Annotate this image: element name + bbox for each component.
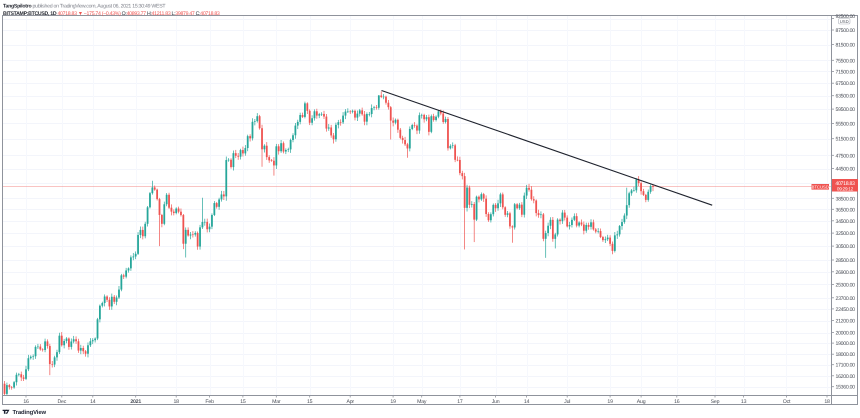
svg-text:19: 19	[390, 399, 396, 405]
svg-text:18: 18	[824, 399, 830, 405]
svg-text:16: 16	[674, 399, 680, 405]
svg-text:Apr: Apr	[346, 399, 354, 405]
svg-text:BITSTAMP:BTCUSD, 1D 40718.83 ▼: BITSTAMP:BTCUSD, 1D 40718.83 ▼ −175.74 (…	[3, 11, 220, 17]
svg-text:63500.00: 63500.00	[836, 94, 856, 100]
svg-text:09:29:12: 09:29:12	[837, 187, 854, 192]
svg-text:21200.00: 21200.00	[836, 319, 856, 325]
svg-text:Jun: Jun	[492, 399, 500, 405]
svg-text:13: 13	[741, 399, 747, 405]
svg-text:71500.00: 71500.00	[836, 69, 856, 75]
svg-text:59500.00: 59500.00	[836, 107, 856, 113]
svg-text:23700.00: 23700.00	[836, 296, 856, 302]
svg-text:USD: USD	[840, 19, 849, 24]
svg-text:Oct: Oct	[783, 399, 791, 405]
svg-text:Sep: Sep	[711, 399, 720, 405]
svg-text:51500.00: 51500.00	[836, 137, 856, 143]
svg-text:75500.00: 75500.00	[836, 58, 856, 64]
svg-text:16200.00: 16200.00	[836, 374, 856, 380]
svg-text:15: 15	[307, 399, 313, 405]
svg-text:16: 16	[23, 399, 29, 405]
svg-text:67500.00: 67500.00	[836, 81, 856, 87]
svg-text:36500.00: 36500.00	[836, 207, 856, 213]
svg-text:18000.00: 18000.00	[836, 352, 856, 358]
svg-text:22450.00: 22450.00	[836, 307, 856, 313]
svg-text:19000.00: 19000.00	[836, 341, 856, 347]
svg-text:34500.00: 34500.00	[836, 219, 856, 225]
svg-text:Mar: Mar	[272, 399, 281, 405]
svg-text:Feb: Feb	[205, 399, 214, 405]
svg-text:26900.00: 26900.00	[836, 270, 856, 276]
svg-text:40718.83: 40718.83	[835, 181, 855, 187]
svg-text:30500.00: 30500.00	[836, 244, 856, 250]
svg-text:32500.00: 32500.00	[836, 231, 856, 237]
svg-text:55500.00: 55500.00	[836, 121, 856, 127]
svg-text:17100.00: 17100.00	[836, 363, 856, 369]
svg-text:15360.00: 15360.00	[836, 385, 856, 391]
svg-text:May: May	[417, 399, 427, 405]
svg-text:92500.00: 92500.00	[836, 14, 856, 20]
svg-text:28500.00: 28500.00	[836, 258, 856, 264]
svg-text:25300.00: 25300.00	[836, 282, 856, 288]
svg-text:Jul: Jul	[564, 399, 570, 405]
svg-text:18: 18	[174, 399, 180, 405]
svg-text:19: 19	[607, 399, 613, 405]
svg-text:38500.00: 38500.00	[836, 196, 856, 202]
svg-text:81500.00: 81500.00	[836, 43, 856, 49]
svg-text:14: 14	[90, 399, 96, 405]
svg-text:44500.00: 44500.00	[836, 167, 856, 173]
svg-text:Dec: Dec	[57, 399, 66, 405]
svg-text:47500.00: 47500.00	[836, 153, 856, 159]
svg-text:20000.00: 20000.00	[836, 331, 856, 337]
svg-text:Aug: Aug	[637, 399, 646, 405]
svg-text:BTCUSD: BTCUSD	[812, 184, 829, 189]
svg-text:2021: 2021	[130, 399, 141, 405]
svg-text:14: 14	[524, 399, 530, 405]
svg-text:87500.00: 87500.00	[836, 28, 856, 34]
svg-text:17: 17	[457, 399, 463, 405]
svg-text:TangSpilotro published on Trad: TangSpilotro published on TradingView.co…	[3, 3, 166, 9]
svg-text:15: 15	[240, 399, 246, 405]
svg-text:TradingView: TradingView	[13, 409, 47, 416]
